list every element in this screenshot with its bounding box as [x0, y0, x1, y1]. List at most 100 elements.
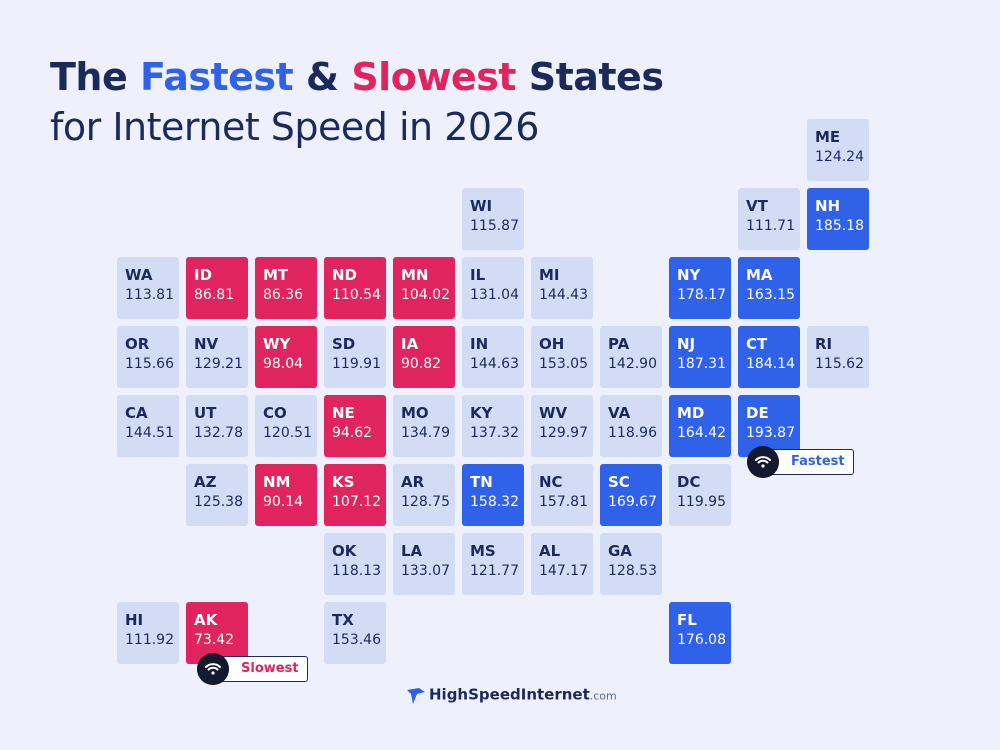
state-abbr: SC	[608, 473, 630, 491]
title-line-1: The Fastest & Slowest States	[50, 55, 664, 99]
logo: HighSpeedInternet.com	[405, 684, 617, 706]
state-tile: NV 129.21	[186, 326, 248, 388]
state-speed: 134.79	[401, 425, 450, 441]
state-tile: MS 121.77	[462, 533, 524, 595]
state-speed: 137.32	[470, 425, 519, 441]
state-speed: 86.81	[194, 287, 235, 303]
state-speed: 115.66	[125, 356, 174, 372]
state-abbr: HI	[125, 611, 144, 629]
state-speed: 185.18	[815, 218, 864, 234]
state-speed: 124.24	[815, 149, 864, 165]
state-tile: VA 118.96	[600, 395, 662, 457]
state-tile: PA 142.90	[600, 326, 662, 388]
wifi-icon	[747, 446, 779, 478]
state-abbr: AR	[401, 473, 425, 491]
state-speed: 193.87	[746, 425, 795, 441]
state-tile: NE 94.62	[324, 395, 386, 457]
state-speed: 147.17	[539, 563, 588, 579]
state-abbr: LA	[401, 542, 423, 560]
state-tile: MO 134.79	[393, 395, 455, 457]
state-abbr: MD	[677, 404, 705, 422]
state-speed: 158.32	[470, 494, 519, 510]
state-abbr: TN	[470, 473, 493, 491]
state-abbr: NM	[263, 473, 291, 491]
state-tile: NM 90.14	[255, 464, 317, 526]
state-abbr: KY	[470, 404, 493, 422]
state-abbr: MA	[746, 266, 773, 284]
state-tile: NH 185.18	[807, 188, 869, 250]
state-abbr: MO	[401, 404, 429, 422]
state-abbr: IL	[470, 266, 486, 284]
state-tile: NC 157.81	[531, 464, 593, 526]
logo-suffix: .com	[589, 689, 617, 703]
state-speed: 73.42	[194, 632, 235, 648]
state-speed: 129.21	[194, 356, 243, 372]
state-speed: 157.81	[539, 494, 588, 510]
state-abbr: MS	[470, 542, 496, 560]
state-abbr: OK	[332, 542, 357, 560]
state-abbr: NC	[539, 473, 563, 491]
state-tile: OR 115.66	[117, 326, 179, 388]
state-abbr: NH	[815, 197, 841, 215]
state-speed: 144.51	[125, 425, 174, 441]
state-abbr: UT	[194, 404, 217, 422]
state-abbr: FL	[677, 611, 697, 629]
state-speed: 128.53	[608, 563, 657, 579]
state-tile: DC 119.95	[669, 464, 731, 526]
state-speed: 98.04	[263, 356, 304, 372]
title: The Fastest & Slowest States for Interne…	[50, 52, 664, 152]
title-line-2: for Internet Speed in 2026	[50, 105, 539, 149]
state-abbr: DC	[677, 473, 701, 491]
state-speed: 104.02	[401, 287, 450, 303]
state-tile: AL 147.17	[531, 533, 593, 595]
state-tile: CT 184.14	[738, 326, 800, 388]
state-tile: NY 178.17	[669, 257, 731, 319]
state-abbr: KS	[332, 473, 355, 491]
state-tile: MI 144.43	[531, 257, 593, 319]
state-speed: 187.31	[677, 356, 726, 372]
state-tile: AK 73.42	[186, 602, 248, 664]
state-abbr: CT	[746, 335, 768, 353]
title-part: Fastest	[139, 55, 294, 99]
state-abbr: WI	[470, 197, 493, 215]
state-tile: AR 128.75	[393, 464, 455, 526]
state-tile: WI 115.87	[462, 188, 524, 250]
badge-label: Slowest	[241, 661, 299, 676]
logo-name: HighSpeedInternet	[429, 685, 590, 704]
state-speed: 119.91	[332, 356, 381, 372]
state-speed: 144.63	[470, 356, 519, 372]
state-tile: CO 120.51	[255, 395, 317, 457]
state-tile: SD 119.91	[324, 326, 386, 388]
state-speed: 131.04	[470, 287, 519, 303]
state-abbr: IA	[401, 335, 419, 353]
state-speed: 128.75	[401, 494, 450, 510]
state-abbr: CO	[263, 404, 287, 422]
state-tile: OK 118.13	[324, 533, 386, 595]
state-abbr: VA	[608, 404, 631, 422]
state-tile: WV 129.97	[531, 395, 593, 457]
state-tile: IN 144.63	[462, 326, 524, 388]
state-tile: LA 133.07	[393, 533, 455, 595]
state-abbr: OR	[125, 335, 150, 353]
state-tile: KY 137.32	[462, 395, 524, 457]
state-tile: ID 86.81	[186, 257, 248, 319]
state-tile: AZ 125.38	[186, 464, 248, 526]
state-speed: 176.08	[677, 632, 726, 648]
state-speed: 118.96	[608, 425, 657, 441]
badge-label: Fastest	[791, 454, 845, 469]
state-abbr: ME	[815, 128, 841, 146]
state-speed: 178.17	[677, 287, 726, 303]
state-abbr: OH	[539, 335, 565, 353]
state-tile: GA 128.53	[600, 533, 662, 595]
title-part: Slowest	[351, 55, 516, 99]
state-tile: ME 124.24	[807, 119, 869, 181]
state-speed: 115.87	[470, 218, 519, 234]
state-speed: 110.54	[332, 287, 381, 303]
state-speed: 111.92	[125, 632, 174, 648]
slowest-badge: Slowest	[197, 653, 308, 685]
state-abbr: ID	[194, 266, 213, 284]
state-abbr: TX	[332, 611, 354, 629]
state-tile: CA 144.51	[117, 395, 179, 457]
state-speed: 144.43	[539, 287, 588, 303]
